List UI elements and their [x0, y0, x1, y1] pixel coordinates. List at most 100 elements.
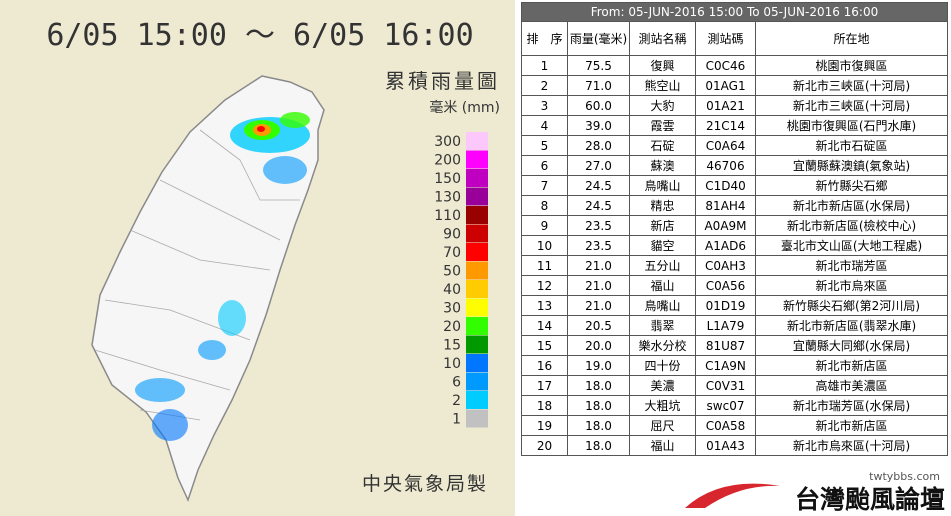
column-header: 排 序	[521, 21, 568, 56]
map-unit: 毫米 (mm)	[429, 99, 500, 116]
rain-areas	[135, 112, 310, 441]
table-cell: 鳥嘴山	[629, 175, 696, 196]
table-cell: 01A21	[695, 95, 756, 116]
legend-swatch	[466, 335, 488, 354]
legend-swatch	[466, 372, 488, 391]
table-cell: 福山	[629, 275, 696, 296]
table-cell: C0C46	[695, 55, 756, 76]
table-cell: 24.5	[567, 195, 630, 216]
legend-label: 10	[443, 356, 461, 372]
legend-label: 1	[452, 412, 461, 428]
rain-map: 6/05 15:00 ～ 6/05 16:00 累積雨量圖 毫米 (mm) 30…	[0, 0, 515, 516]
table-cell: C0A58	[695, 415, 756, 436]
logo: twtybbs.com 台灣颱風論壇	[685, 470, 945, 514]
legend-label: 15	[443, 338, 461, 354]
table-cell: C1D40	[695, 175, 756, 196]
legend-swatch	[466, 206, 488, 224]
legend-swatch	[466, 409, 488, 428]
table-cell: 19	[521, 415, 568, 436]
table-cell: 18.0	[567, 435, 630, 456]
table-cell: 4	[521, 115, 568, 136]
table-row: 4 39.0 霞雲 21C14 桃園市復興區(石門水庫)	[521, 115, 948, 136]
table-cell: 大豹	[629, 95, 696, 116]
legend-swatch	[466, 169, 488, 187]
table-cell: 11	[521, 255, 568, 276]
table-row: 8 24.5 精忠 81AH4 新北市新店區(水保局)	[521, 195, 948, 216]
table-cell: A1AD6	[695, 235, 756, 256]
legend: 300 200 150 130 110 90 70 50 40 30 20 15 10 6 2 1	[434, 132, 488, 428]
table-cell: 新北市三峽區(十河局)	[755, 75, 948, 96]
table-row: 9 23.5 新店 A0A9M 新北市新店區(檢校中心)	[521, 215, 948, 236]
map-credit: 中央氣象局製	[362, 473, 488, 495]
table-cell: 13	[521, 295, 568, 316]
legend-label: 30	[443, 301, 461, 317]
column-header: 所在地	[755, 21, 948, 56]
column-header: 測站碼	[695, 21, 756, 56]
table-cell: 17	[521, 375, 568, 396]
table-cell: C0A64	[695, 135, 756, 156]
table-cell: 21C14	[695, 115, 756, 136]
table-cell: 10	[521, 235, 568, 256]
table-header: From: 05-JUN-2016 15:00 To 05-JUN-2016 1…	[521, 2, 948, 22]
table-cell: swc07	[695, 395, 756, 416]
legend-label: 200	[434, 153, 461, 169]
legend-label: 300	[434, 134, 461, 150]
legend-swatch	[466, 354, 488, 372]
table-cell: 新北市新店區(翡翠水庫)	[755, 315, 948, 336]
table-cell: 71.0	[567, 75, 630, 96]
table-cell: 新店	[629, 215, 696, 236]
table-cell: 2	[521, 75, 568, 96]
table-cell: 臺北市文山區(大地工程處)	[755, 235, 948, 256]
table-cell: 美濃	[629, 375, 696, 396]
table-cell: 福山	[629, 435, 696, 456]
legend-swatch	[466, 317, 488, 335]
table-cell: 16	[521, 355, 568, 376]
table-row: 7 24.5 鳥嘴山 C1D40 新竹縣尖石鄉	[521, 175, 948, 196]
table-cell: 28.0	[567, 135, 630, 156]
table-cell: 81AH4	[695, 195, 756, 216]
table-cell: C0A56	[695, 275, 756, 296]
legend-label: 20	[443, 319, 461, 335]
table-cell: 大粗坑	[629, 395, 696, 416]
table-cell: 四十份	[629, 355, 696, 376]
table-cell: 21.0	[567, 255, 630, 276]
table-row: 19 18.0 屈尺 C0A58 新北市新店區	[521, 415, 948, 436]
table-cell: 9	[521, 215, 568, 236]
table-cell: 高雄市美濃區	[755, 375, 948, 396]
table-cell: 蘇澳	[629, 155, 696, 176]
table-cell: 18	[521, 395, 568, 416]
table-cell: 14	[521, 315, 568, 336]
table-cell: 39.0	[567, 115, 630, 136]
legend-label: 70	[443, 245, 461, 261]
table-cell: 精忠	[629, 195, 696, 216]
table-row: 20 18.0 福山 01A43 新北市烏來區(十河局)	[521, 435, 948, 456]
table-cell: C0AH3	[695, 255, 756, 276]
table-cell: 12	[521, 275, 568, 296]
table-cell: 7	[521, 175, 568, 196]
column-header: 雨量(毫米)	[567, 21, 630, 56]
table-row: 13 21.0 鳥嘴山 01D19 新竹縣尖石鄉(第2河川局)	[521, 295, 948, 316]
table-cell: 01A43	[695, 435, 756, 456]
table-cell: 23.5	[567, 215, 630, 236]
table-cell: 新北市新店區(檢校中心)	[755, 215, 948, 236]
table-row: 1 75.5 復興 C0C46 桃園市復興區	[521, 55, 948, 76]
table-cell: 桃園市復興區	[755, 55, 948, 76]
table-cell: 新北市三峽區(十河局)	[755, 95, 948, 116]
map-title: 6/05 15:00 ～ 6/05 16:00	[46, 18, 473, 53]
table-cell: 01D19	[695, 295, 756, 316]
table-cell: 15	[521, 335, 568, 356]
table-row: 3 60.0 大豹 01A21 新北市三峽區(十河局)	[521, 95, 948, 116]
legend-label: 2	[452, 393, 461, 409]
table-row: 11 21.0 五分山 C0AH3 新北市瑞芳區	[521, 255, 948, 276]
table-cell: 46706	[695, 155, 756, 176]
table-cell: 1	[521, 55, 568, 76]
table-cell: 20	[521, 435, 568, 456]
table-cell: 屈尺	[629, 415, 696, 436]
table-row: 17 18.0 美濃 C0V31 高雄市美濃區	[521, 375, 948, 396]
logo-site: twtybbs.com	[869, 470, 940, 483]
table-cell: 新北市新店區	[755, 355, 948, 376]
table-cell: 21.0	[567, 295, 630, 316]
table-cell: 復興	[629, 55, 696, 76]
rain-table: From: 05-JUN-2016 15:00 To 05-JUN-2016 1…	[521, 2, 948, 456]
table-cell: 宜蘭縣大同鄉(水保局)	[755, 335, 948, 356]
